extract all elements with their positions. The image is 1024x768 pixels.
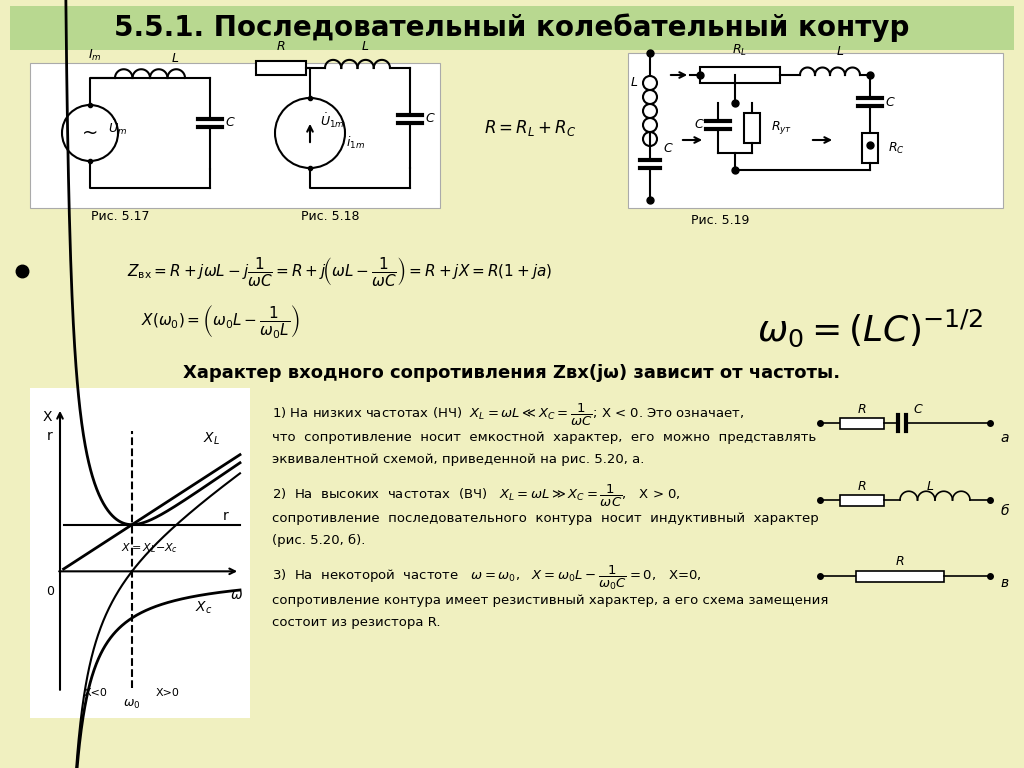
Bar (700, 67, 780, 83)
Text: R: R (276, 40, 286, 53)
Text: ~: ~ (82, 124, 98, 143)
Text: r: r (223, 509, 228, 523)
Bar (628, 53, 1002, 208)
Text: эквивалентной схемой, приведенной на рис. 5.20, а.: эквивалентной схемой, приведенной на рис… (272, 453, 644, 466)
Text: C: C (225, 117, 233, 130)
Text: в: в (1000, 576, 1009, 590)
Text: 2)  На  высоких  частотах  (ВЧ)   $X_L = \omega L \gg X_C = \dfrac{1}{\omega C}$: 2) На высоких частотах (ВЧ) $X_L = \omeg… (272, 483, 681, 509)
Text: $X_c$: $X_c$ (196, 600, 213, 617)
Bar (30, 388, 250, 718)
Text: сопротивление контура имеет резистивный характер, а его схема замещения: сопротивление контура имеет резистивный … (272, 594, 828, 607)
Text: X: X (43, 410, 52, 425)
Text: $R_L$: $R_L$ (732, 43, 748, 58)
Text: $\dot{U}_m$: $\dot{U}_m$ (108, 119, 127, 137)
Text: $X(\omega_0) = \left(\omega_0 L - \dfrac{1}{\omega_0 L}\right)$: $X(\omega_0) = \left(\omega_0 L - \dfrac… (140, 303, 299, 339)
Text: состоит из резистора R.: состоит из резистора R. (272, 616, 440, 629)
Text: Рис. 5.19: Рис. 5.19 (691, 214, 750, 227)
Text: $R_C$: $R_C$ (888, 141, 905, 156)
Text: 3)  На  некоторой  частоте   $\omega = \omega_0$,   $X = \omega_0 L - \dfrac{1}{: 3) На некоторой частоте $\omega = \omega… (272, 564, 701, 592)
Text: L: L (171, 52, 178, 65)
Text: 0: 0 (46, 585, 54, 598)
Text: C: C (885, 95, 894, 108)
Text: X<0: X<0 (84, 687, 108, 697)
Bar (30, 63, 440, 208)
Text: R: R (858, 480, 866, 493)
Text: Рис. 5.17: Рис. 5.17 (91, 210, 150, 223)
Text: R: R (896, 555, 904, 568)
Text: C: C (913, 403, 923, 416)
Text: (рис. 5.20, б).: (рис. 5.20, б). (272, 534, 366, 547)
Text: C: C (694, 118, 703, 131)
Text: C: C (663, 141, 672, 154)
Text: $\omega$: $\omega$ (230, 588, 243, 601)
Text: L: L (361, 40, 369, 53)
Text: $\dot{U}_{1m}$: $\dot{U}_{1m}$ (319, 111, 345, 131)
Text: 5.5.1. Последовательный колебательный контур: 5.5.1. Последовательный колебательный ко… (115, 14, 909, 42)
Bar (856, 571, 944, 581)
Text: $R = R_L + R_C$: $R = R_L + R_C$ (483, 118, 577, 138)
Text: $\omega_0$: $\omega_0$ (123, 698, 140, 711)
Bar (10, 6, 1014, 50)
Text: X>0: X>0 (156, 687, 180, 697)
Text: C: C (425, 112, 434, 125)
Text: $X{=}X_L{-}X_c$: $X{=}X_L{-}X_c$ (122, 541, 178, 555)
Text: $Z_{\rm вх} = R + j\omega L - j\dfrac{1}{\omega C} = R + j\!\left(\omega L - \df: $Z_{\rm вх} = R + j\omega L - j\dfrac{1}… (127, 254, 553, 287)
Text: r: r (46, 429, 52, 443)
Text: что  сопротивление  носит  емкостной  характер,  его  можно  представлять: что сопротивление носит емкостной характ… (272, 431, 816, 444)
Text: L: L (927, 480, 934, 493)
Text: сопротивление  последовательного  контура  носит  индуктивный  характер: сопротивление последовательного контура … (272, 512, 819, 525)
Text: б: б (1000, 504, 1010, 518)
Text: $i_{1m}$: $i_{1m}$ (345, 135, 365, 151)
Text: а: а (1000, 431, 1010, 445)
Text: L: L (837, 45, 844, 58)
Text: $I_m$: $I_m$ (88, 48, 101, 63)
Bar (744, 113, 760, 143)
Text: L: L (631, 77, 638, 90)
Text: $\omega_0 = (LC)^{-1/2}$: $\omega_0 = (LC)^{-1/2}$ (757, 307, 983, 349)
Text: $R_{ут}$: $R_{ут}$ (771, 120, 793, 137)
Bar (840, 495, 884, 505)
Text: Характер входного сопротивления Zвх(jω) зависит от частоты.: Характер входного сопротивления Zвх(jω) … (183, 364, 841, 382)
Bar (840, 418, 884, 429)
Bar (862, 133, 878, 163)
Text: 1) На низких частотах (НЧ)  $X_L = \omega L \ll X_C = \dfrac{1}{\omega C}$; X < : 1) На низких частотах (НЧ) $X_L = \omega… (272, 402, 744, 428)
Text: R: R (858, 403, 866, 416)
Text: Рис. 5.18: Рис. 5.18 (301, 210, 359, 223)
Text: $X_L$: $X_L$ (203, 430, 220, 447)
Bar (256, 61, 306, 75)
